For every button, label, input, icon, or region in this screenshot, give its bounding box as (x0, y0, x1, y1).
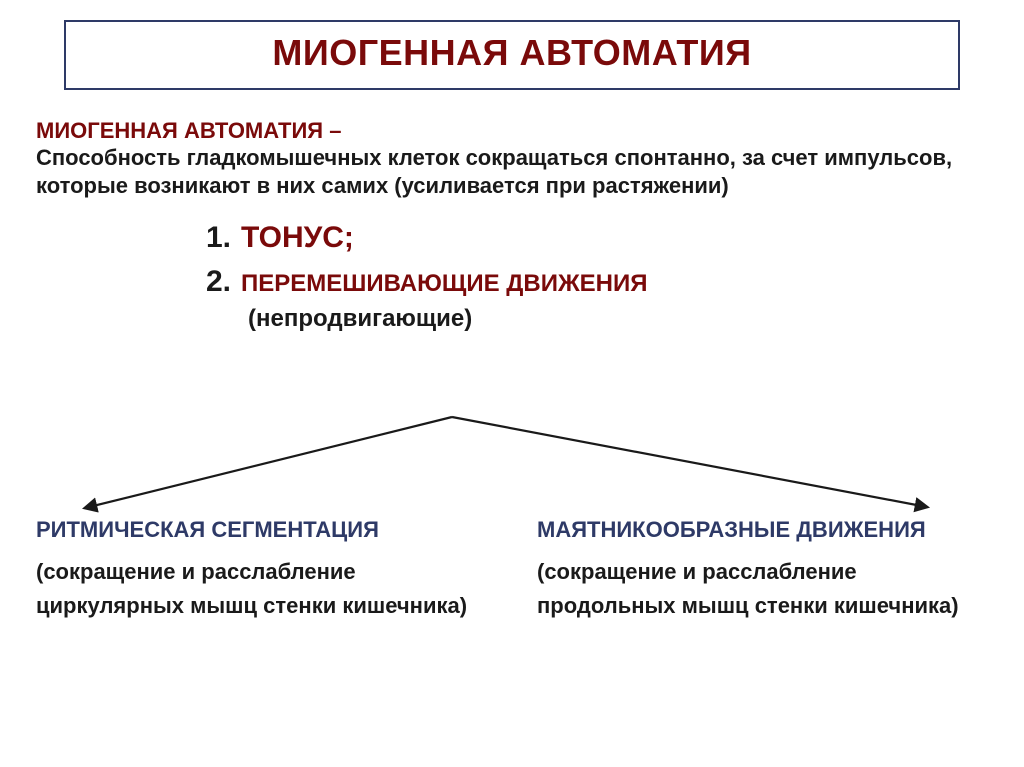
page-title: МИОГЕННАЯ АВТОМАТИЯ (66, 32, 958, 74)
title-box: МИОГЕННАЯ АВТОМАТИЯ (64, 20, 960, 90)
branch-title: РИТМИЧЕСКАЯ СЕГМЕНТАЦИЯ (36, 516, 487, 545)
branch-right: МАЯТНИКООБРАЗНЫЕ ДВИЖЕНИЯ (сокращение и … (537, 516, 988, 623)
branch-left: РИТМИЧЕСКАЯ СЕГМЕНТАЦИЯ (сокращение и ра… (36, 516, 487, 623)
list-item: 1. ТОНУС; (206, 221, 988, 255)
branch-arrows (0, 0, 1024, 767)
branches-row: РИТМИЧЕСКАЯ СЕГМЕНТАЦИЯ (сокращение и ра… (36, 516, 988, 623)
definition-block: МИОГЕННАЯ АВТОМАТИЯ – Способность гладко… (36, 118, 988, 199)
definition-term: МИОГЕННАЯ АВТОМАТИЯ – (36, 118, 341, 143)
arrow-right (452, 417, 927, 507)
list-item: 2. ПЕРЕМЕШИВАЮЩИЕ ДВИЖЕНИЯ (206, 265, 988, 299)
branch-body: (сокращение и расслабление циркулярных м… (36, 555, 487, 623)
list-label: ТОНУС; (241, 221, 354, 255)
arrow-left (85, 417, 452, 508)
definition-body: Способность гладкомышечных клеток сокращ… (36, 145, 952, 198)
list-number: 2. (206, 265, 231, 299)
list-number: 1. (206, 221, 231, 255)
branch-title: МАЯТНИКООБРАЗНЫЕ ДВИЖЕНИЯ (537, 516, 988, 545)
slide-root: МИОГЕННАЯ АВТОМАТИЯ МИОГЕННАЯ АВТОМАТИЯ … (0, 0, 1024, 767)
numbered-list: 1. ТОНУС; 2. ПЕРЕМЕШИВАЮЩИЕ ДВИЖЕНИЯ (не… (206, 221, 988, 333)
branch-body: (сокращение и расслабление продольных мы… (537, 555, 988, 623)
list-sublabel: (непродвигающие) (248, 305, 988, 333)
list-label: ПЕРЕМЕШИВАЮЩИЕ ДВИЖЕНИЯ (241, 270, 647, 298)
